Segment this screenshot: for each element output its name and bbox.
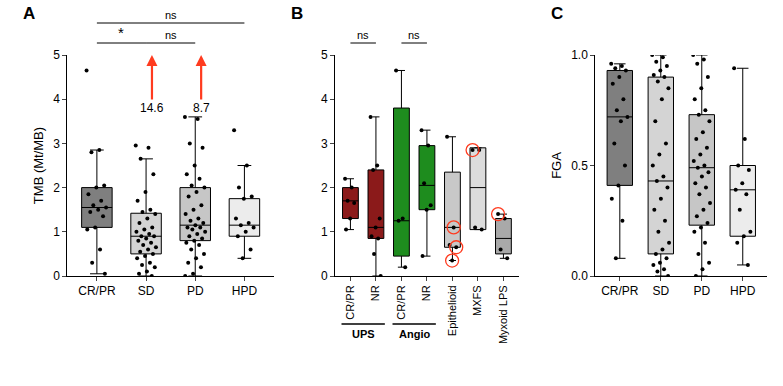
svg-text:3: 3 xyxy=(53,137,60,151)
svg-text:2: 2 xyxy=(53,181,60,195)
svg-text:ns: ns xyxy=(408,29,420,41)
svg-text:Epithelioid: Epithelioid xyxy=(446,285,458,336)
svg-text:A: A xyxy=(23,4,35,23)
svg-text:ns: ns xyxy=(357,29,369,41)
svg-text:4: 4 xyxy=(321,92,328,106)
svg-text:0.5: 0.5 xyxy=(571,159,588,173)
svg-text:1.0: 1.0 xyxy=(571,48,588,62)
svg-text:4: 4 xyxy=(53,92,60,106)
svg-text:CR/PR: CR/PR xyxy=(78,284,116,298)
svg-text:0.0: 0.0 xyxy=(571,269,588,283)
svg-text:14.6: 14.6 xyxy=(140,101,164,115)
svg-text:B: B xyxy=(291,4,303,23)
svg-text:NR: NR xyxy=(421,285,433,301)
svg-text:3: 3 xyxy=(321,137,328,151)
svg-text:SD: SD xyxy=(138,284,155,298)
svg-text:CR/PR: CR/PR xyxy=(395,285,407,319)
svg-text:HPD: HPD xyxy=(730,284,756,298)
svg-text:MXFS: MXFS xyxy=(472,285,484,316)
svg-text:0: 0 xyxy=(321,269,328,283)
svg-text:5: 5 xyxy=(321,48,328,62)
svg-text:CR/PR: CR/PR xyxy=(344,285,356,319)
svg-text:PD: PD xyxy=(187,284,204,298)
svg-text:FGA: FGA xyxy=(549,152,564,179)
svg-text:Myxoid LPS: Myxoid LPS xyxy=(497,285,509,344)
svg-text:PD: PD xyxy=(693,284,710,298)
svg-text:1: 1 xyxy=(53,225,60,239)
svg-text:CR/PR: CR/PR xyxy=(601,284,639,298)
svg-text:Angio: Angio xyxy=(399,328,430,340)
svg-text:UPS: UPS xyxy=(352,328,375,340)
svg-text:C: C xyxy=(551,4,563,23)
svg-text:ns: ns xyxy=(165,9,177,21)
svg-text:*: * xyxy=(118,24,124,41)
svg-text:NR: NR xyxy=(370,285,382,301)
svg-text:5: 5 xyxy=(53,48,60,62)
svg-text:HPD: HPD xyxy=(232,284,258,298)
svg-text:ns: ns xyxy=(165,29,177,41)
svg-text:TMB (Mt/MB): TMB (Mt/MB) xyxy=(31,127,46,204)
svg-text:0: 0 xyxy=(53,269,60,283)
svg-text:2: 2 xyxy=(321,181,328,195)
svg-text:1: 1 xyxy=(321,225,328,239)
svg-text:8.7: 8.7 xyxy=(193,101,210,115)
svg-text:SD: SD xyxy=(652,284,669,298)
